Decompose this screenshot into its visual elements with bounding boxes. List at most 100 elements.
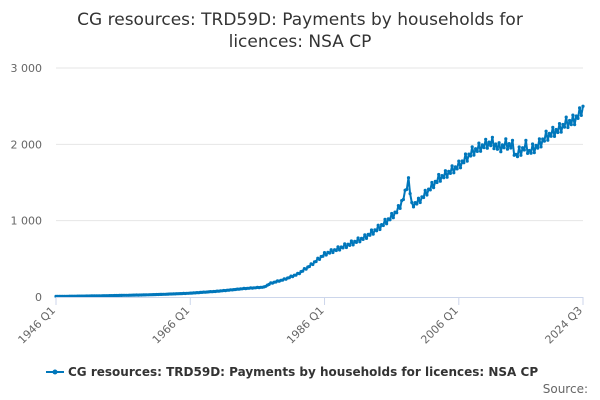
data-point[interactable] bbox=[556, 130, 560, 135]
data-point[interactable] bbox=[406, 176, 411, 180]
data-point[interactable] bbox=[500, 143, 504, 147]
data-point[interactable] bbox=[405, 187, 409, 191]
data-point[interactable] bbox=[576, 116, 580, 120]
data-point[interactable] bbox=[566, 125, 570, 130]
data-point[interactable] bbox=[557, 122, 562, 126]
data-point[interactable] bbox=[561, 122, 565, 127]
data-point[interactable] bbox=[574, 114, 578, 118]
data-point[interactable] bbox=[462, 161, 466, 165]
data-point[interactable] bbox=[571, 113, 575, 117]
data-point[interactable] bbox=[519, 153, 523, 157]
data-point[interactable] bbox=[324, 253, 328, 257]
data-point[interactable] bbox=[348, 243, 352, 247]
data-point[interactable] bbox=[416, 196, 421, 200]
data-point[interactable] bbox=[452, 171, 456, 175]
data-point[interactable] bbox=[396, 204, 400, 208]
data-point[interactable] bbox=[351, 243, 355, 247]
data-point[interactable] bbox=[480, 143, 484, 147]
data-point[interactable] bbox=[418, 200, 422, 205]
data-point[interactable] bbox=[457, 159, 461, 163]
legend-item[interactable]: CG resources: TRD59D: Payments by househ… bbox=[46, 365, 538, 379]
data-point[interactable] bbox=[479, 149, 483, 153]
data-point[interactable] bbox=[514, 152, 518, 156]
data-point[interactable] bbox=[546, 138, 550, 142]
data-point[interactable] bbox=[369, 228, 374, 232]
data-point[interactable] bbox=[475, 149, 479, 153]
data-point[interactable] bbox=[334, 248, 338, 253]
data-point[interactable] bbox=[378, 227, 382, 232]
data-point[interactable] bbox=[338, 248, 342, 252]
data-point[interactable] bbox=[322, 251, 327, 255]
data-point[interactable] bbox=[415, 202, 419, 206]
data-point[interactable] bbox=[364, 236, 369, 240]
data-point[interactable] bbox=[554, 127, 558, 132]
data-point[interactable] bbox=[517, 145, 521, 149]
data-point[interactable] bbox=[505, 147, 510, 151]
data-point[interactable] bbox=[510, 138, 515, 142]
data-point[interactable] bbox=[492, 147, 496, 151]
data-point[interactable] bbox=[328, 251, 332, 255]
data-point[interactable] bbox=[531, 142, 535, 146]
data-point[interactable] bbox=[578, 106, 582, 110]
data-point[interactable] bbox=[301, 269, 305, 273]
data-point[interactable] bbox=[391, 216, 395, 220]
data-point[interactable] bbox=[484, 137, 488, 141]
data-point[interactable] bbox=[438, 179, 442, 183]
data-point[interactable] bbox=[521, 146, 525, 150]
data-point[interactable] bbox=[537, 137, 542, 141]
data-point[interactable] bbox=[423, 188, 427, 192]
data-point[interactable] bbox=[410, 200, 414, 205]
data-point[interactable] bbox=[445, 175, 449, 179]
data-point[interactable] bbox=[343, 242, 347, 246]
data-point[interactable] bbox=[472, 153, 476, 157]
data-point[interactable] bbox=[502, 146, 506, 150]
data-point[interactable] bbox=[390, 211, 394, 216]
data-point[interactable] bbox=[354, 240, 358, 244]
data-point[interactable] bbox=[522, 148, 526, 152]
data-point[interactable] bbox=[361, 237, 365, 241]
data-point[interactable] bbox=[524, 138, 528, 142]
data-point[interactable] bbox=[455, 167, 459, 171]
data-point[interactable] bbox=[329, 248, 333, 252]
data-point[interactable] bbox=[465, 159, 469, 163]
data-point[interactable] bbox=[371, 232, 375, 236]
data-point[interactable] bbox=[544, 129, 548, 133]
data-point[interactable] bbox=[529, 151, 533, 155]
series-line[interactable] bbox=[56, 106, 584, 298]
data-point[interactable] bbox=[579, 113, 583, 117]
data-point[interactable] bbox=[311, 262, 315, 267]
data-point[interactable] bbox=[341, 246, 345, 250]
data-point[interactable] bbox=[489, 144, 493, 148]
data-point[interactable] bbox=[383, 217, 387, 221]
data-point[interactable] bbox=[494, 142, 498, 146]
data-point[interactable] bbox=[495, 147, 499, 151]
data-point[interactable] bbox=[317, 257, 322, 261]
data-point[interactable] bbox=[551, 125, 555, 129]
data-point[interactable] bbox=[344, 245, 348, 250]
data-point[interactable] bbox=[573, 123, 577, 127]
data-point[interactable] bbox=[411, 205, 416, 209]
data-point[interactable] bbox=[497, 141, 501, 145]
data-point[interactable] bbox=[450, 164, 454, 168]
data-point[interactable] bbox=[581, 104, 585, 108]
data-point[interactable] bbox=[358, 240, 362, 244]
data-point[interactable] bbox=[375, 229, 379, 233]
data-point[interactable] bbox=[552, 134, 557, 138]
data-point[interactable] bbox=[532, 151, 536, 155]
data-point[interactable] bbox=[408, 192, 412, 196]
data-point[interactable] bbox=[395, 211, 399, 215]
data-point[interactable] bbox=[307, 264, 311, 269]
data-point[interactable] bbox=[425, 193, 429, 197]
data-point[interactable] bbox=[368, 233, 372, 237]
data-point[interactable] bbox=[569, 123, 573, 127]
data-point[interactable] bbox=[314, 259, 318, 264]
data-point[interactable] bbox=[549, 134, 553, 138]
data-point[interactable] bbox=[526, 151, 530, 155]
data-point[interactable] bbox=[385, 222, 389, 226]
data-point[interactable] bbox=[363, 233, 367, 237]
data-point[interactable] bbox=[349, 239, 353, 243]
data-point[interactable] bbox=[321, 254, 325, 258]
data-point[interactable] bbox=[331, 250, 335, 255]
data-point[interactable] bbox=[547, 131, 552, 135]
data-point[interactable] bbox=[422, 195, 426, 200]
